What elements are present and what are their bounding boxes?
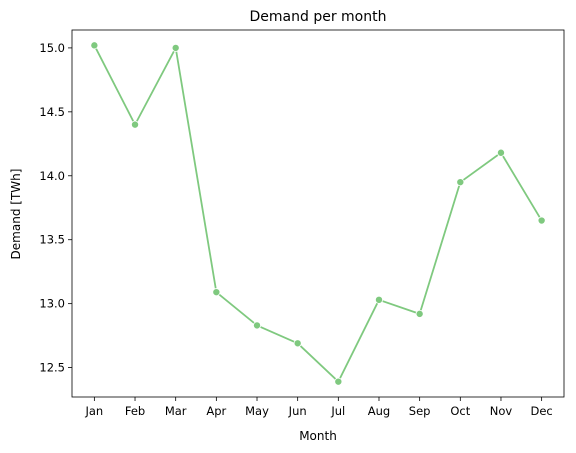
x-axis-label: Month (299, 429, 337, 443)
chart-title: Demand per month (250, 9, 387, 25)
data-point (212, 288, 221, 297)
data-point (171, 43, 180, 52)
data-point (90, 41, 99, 50)
y-tick-label: 14.0 (39, 169, 65, 183)
x-tick-label: Feb (125, 404, 145, 418)
x-tick-label: Nov (490, 404, 513, 418)
series-line (93, 44, 543, 383)
y-tick-label: 12.5 (39, 361, 65, 375)
data-point (456, 178, 465, 187)
data-point (253, 321, 262, 330)
plot-frame (71, 29, 565, 398)
data-point (131, 120, 140, 129)
x-tick-label: Apr (206, 404, 226, 418)
x-tick-label: Jun (288, 404, 307, 418)
y-axis-label: Demand [TWh] (9, 169, 23, 260)
y-tick-label: 13.0 (39, 297, 65, 311)
x-tick-label: Jan (84, 404, 103, 418)
x-tick-label: Oct (450, 404, 470, 418)
data-point (293, 339, 302, 348)
data-point (374, 295, 383, 304)
x-tick-label: Dec (531, 404, 553, 418)
data-point (537, 216, 546, 225)
data-point (334, 377, 343, 386)
x-tick-label: Jul (330, 404, 345, 418)
y-tick-label: 13.5 (39, 233, 65, 247)
y-tick-label: 15.0 (39, 41, 65, 55)
data-point (496, 148, 505, 157)
x-tick-label: Sep (409, 404, 431, 418)
plot-area: Jan Feb Mar Apr May Jun Jul Aug Sep Oct Nov Dec 12.5… (39, 29, 565, 418)
x-tick-label: May (245, 404, 269, 418)
x-tick-label: Mar (165, 404, 187, 418)
y-tick-label: 14.5 (39, 105, 65, 119)
data-point (415, 309, 424, 318)
x-tick-label: Aug (368, 404, 390, 418)
